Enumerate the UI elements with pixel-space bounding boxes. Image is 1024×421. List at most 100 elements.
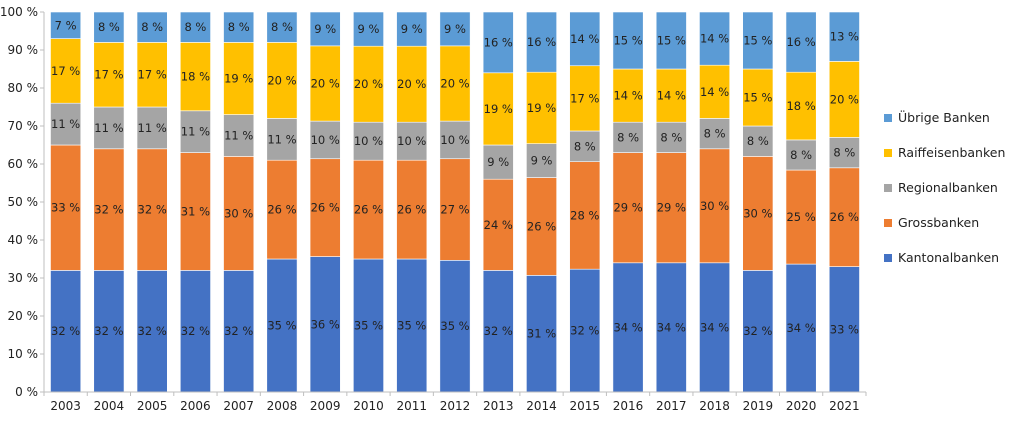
data-label: 29 % [613, 201, 642, 215]
y-tick-label: 100 % [0, 5, 38, 19]
data-label: 7 % [55, 18, 77, 32]
data-label: 27 % [440, 203, 469, 217]
data-label: 32 % [484, 324, 513, 338]
x-tick-label: 2013 [483, 399, 514, 413]
x-tick-label: 2004 [94, 399, 125, 413]
bar-segment [482, 178, 514, 271]
x-tick-label: 2015 [570, 399, 601, 413]
legend-label: Kantonalbanken [898, 250, 999, 265]
legend-swatch [884, 184, 892, 192]
data-label: 32 % [51, 324, 80, 338]
data-label: 8 % [747, 134, 769, 148]
data-label: 8 % [228, 20, 250, 34]
data-label: 32 % [138, 203, 167, 217]
bar-segment [223, 42, 255, 115]
data-label: 20 % [311, 76, 340, 90]
bar-segment [179, 270, 211, 393]
bar-segment [655, 121, 687, 153]
data-label: 8 % [833, 146, 855, 160]
y-tick-label: 90 % [8, 43, 39, 57]
data-label: 19 % [224, 72, 253, 86]
bar-segment [439, 158, 471, 261]
bar-segment [353, 159, 384, 260]
bar-segment [699, 11, 731, 66]
data-label: 9 % [444, 22, 466, 36]
x-tick-label: 2003 [50, 399, 81, 413]
bar-segment [266, 42, 298, 119]
data-label: 10 % [311, 133, 340, 147]
x-tick-label: 2005 [137, 399, 168, 413]
bar-segment [655, 68, 687, 123]
data-label: 10 % [397, 134, 426, 148]
data-label: 30 % [700, 199, 729, 213]
legend-label: Raiffeisenbanken [898, 145, 1005, 160]
data-label: 15 % [743, 91, 772, 105]
data-label: 26 % [354, 203, 383, 217]
data-label: 10 % [440, 133, 469, 147]
bar-segment [569, 11, 601, 67]
bar-segment [828, 61, 860, 138]
data-label: 19 % [527, 101, 556, 115]
x-tick-label: 2009 [310, 399, 341, 413]
legend-item: Kantonalbanken [884, 250, 999, 265]
bar-segment [569, 130, 601, 162]
data-label: 8 % [184, 20, 206, 34]
data-label: 11 % [181, 125, 210, 139]
data-label: 18 % [786, 99, 815, 113]
y-tick-label: 70 % [8, 119, 39, 133]
bar-segment [396, 159, 428, 260]
bar-segment [569, 161, 601, 270]
bars [50, 11, 860, 393]
bar-segment [396, 258, 428, 393]
bar-segment [309, 11, 341, 47]
bar-segment [353, 121, 384, 161]
bar-segment [526, 11, 557, 73]
bar-segment [136, 42, 168, 108]
data-label: 14 % [613, 89, 642, 103]
x-tick-label: 2011 [396, 399, 427, 413]
data-label: 26 % [527, 219, 556, 233]
data-label: 32 % [138, 324, 167, 338]
bar-segment [699, 118, 731, 150]
bar-segment [526, 143, 557, 178]
data-label: 33 % [830, 322, 859, 336]
data-label: 31 % [527, 327, 556, 341]
data-label: 20 % [440, 76, 469, 90]
bar-segment [439, 11, 471, 47]
bar-segment [828, 167, 860, 267]
bar-segment [266, 159, 298, 260]
bar-segment [828, 266, 860, 393]
bar-segment [50, 270, 82, 393]
data-label: 35 % [354, 319, 383, 333]
x-tick-label: 2012 [440, 399, 471, 413]
legend-swatch [884, 149, 892, 157]
legend-item: Grossbanken [884, 215, 979, 230]
y-tick-label: 40 % [8, 233, 39, 247]
data-label: 8 % [574, 139, 596, 153]
bar-segment [785, 263, 817, 393]
data-label: 17 % [94, 68, 123, 82]
data-label: 34 % [657, 320, 686, 334]
bar-segment [223, 11, 255, 43]
x-tick-label: 2007 [223, 399, 254, 413]
data-label: 34 % [786, 321, 815, 335]
x-tick-label: 2017 [656, 399, 687, 413]
data-label: 13 % [830, 30, 859, 44]
bar-segment [742, 11, 774, 70]
y-tick-label: 60 % [8, 157, 39, 171]
bar-segment [309, 120, 341, 160]
bar-segment [828, 137, 860, 169]
legend-item: Regionalbanken [884, 180, 998, 195]
data-label: 8 % [141, 20, 163, 34]
bar-segment [612, 11, 644, 70]
bar-segment [309, 158, 341, 257]
data-label: 18 % [181, 70, 210, 84]
data-label: 14 % [570, 32, 599, 46]
bar-segment [136, 106, 168, 150]
data-label: 33 % [51, 201, 80, 215]
bar-segment [309, 45, 341, 122]
data-label: 16 % [786, 35, 815, 49]
data-label: 9 % [401, 22, 423, 36]
data-label: 32 % [743, 324, 772, 338]
legend-item: Raiffeisenbanken [884, 145, 1005, 160]
